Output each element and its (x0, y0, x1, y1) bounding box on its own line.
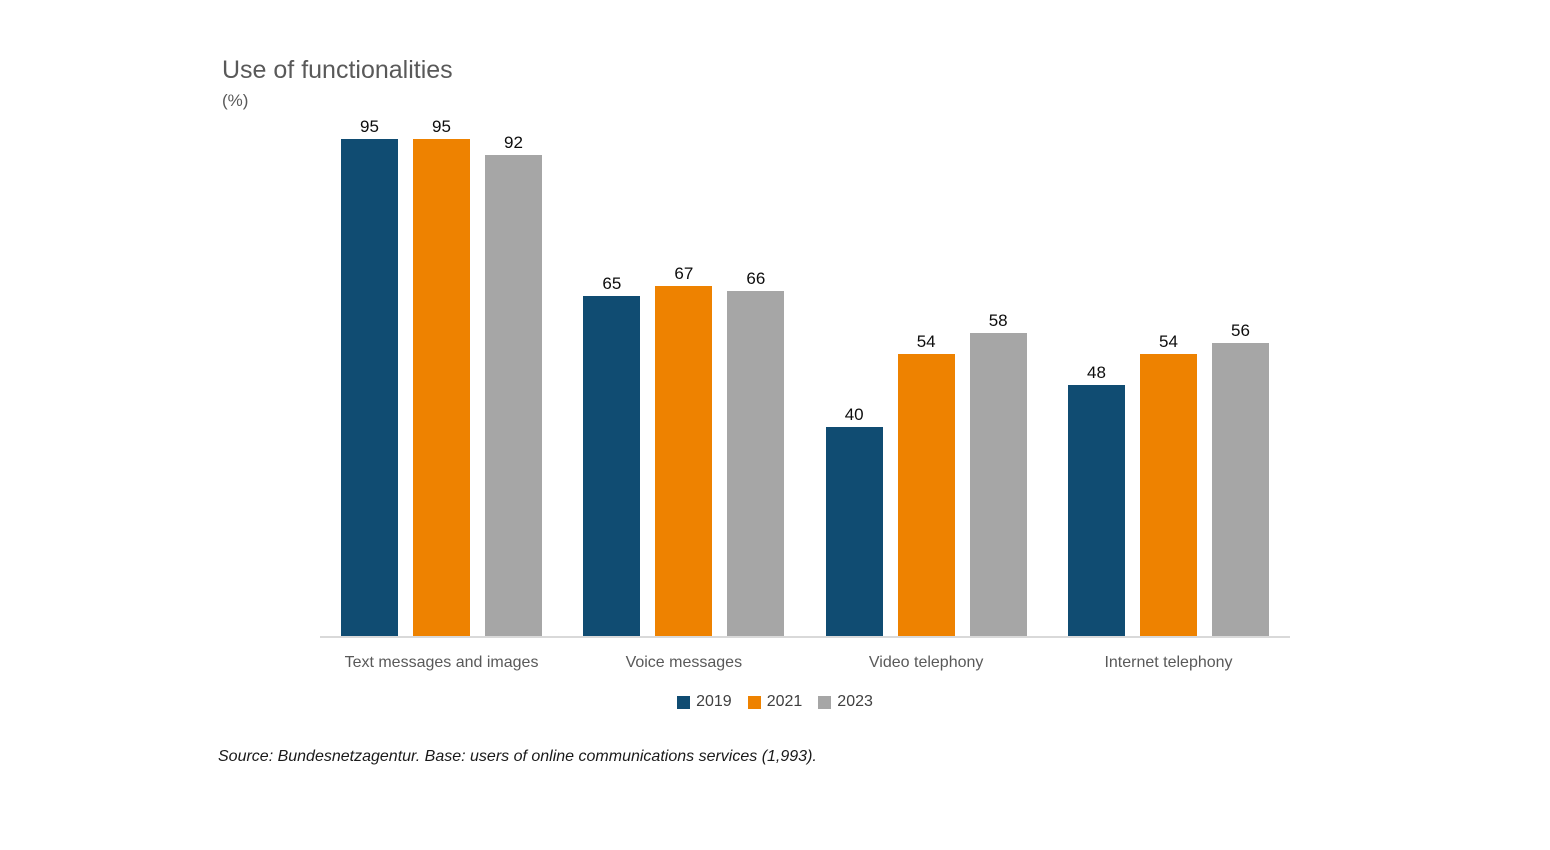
bar-chart-plot-area: 95 95 92 65 67 66 40 54 58 48 54 56 (320, 115, 1290, 638)
bar-cell: 67 (655, 263, 713, 636)
x-axis-label: Voice messages (625, 654, 743, 671)
legend-item: 2019 (677, 694, 732, 710)
bar-value-label: 95 (432, 117, 451, 137)
bar-cell: 48 (1067, 362, 1125, 636)
bar-value-label: 58 (988, 310, 1008, 330)
bar-value-label: 48 (1087, 362, 1106, 382)
legend-swatch-icon (677, 695, 691, 709)
bar-value-label: 54 (916, 331, 936, 351)
bar-cell: 66 (727, 268, 785, 636)
bar-value-label: 65 (602, 274, 622, 294)
bar-cell: 92 (485, 134, 542, 636)
bar (1139, 353, 1197, 636)
bar-group: 48 54 56 (1067, 321, 1269, 636)
x-axis-label: Internet telephony (1104, 654, 1233, 671)
bar (1211, 343, 1269, 636)
bar (727, 290, 785, 636)
legend-label: 2023 (837, 693, 873, 710)
bar (1067, 384, 1125, 636)
bar-group: 65 67 66 (583, 263, 785, 636)
bar (969, 332, 1027, 636)
bar-group: 40 54 58 (825, 310, 1027, 636)
bar-value-label: 67 (674, 263, 694, 283)
bar (825, 426, 883, 636)
legend-item: 2021 (747, 693, 803, 710)
bar-value-label: 40 (844, 404, 864, 424)
legend-swatch-icon (747, 695, 761, 709)
source-note: Source: Bundesnetzagentur. Base: users o… (218, 748, 817, 765)
bar (655, 285, 713, 636)
chart-legend: 2019 2021 2023 (320, 694, 1230, 710)
chart-subtitle-percent: (%) (222, 91, 249, 110)
bar-value-label: 56 (1231, 321, 1250, 341)
bar-cell: 54 (897, 331, 955, 636)
bar (341, 139, 398, 636)
bar-cell: 58 (969, 310, 1027, 636)
chart-title: Use of functionalities (222, 56, 453, 84)
bar-value-label: 66 (746, 268, 766, 288)
bar-cell: 54 (1139, 331, 1197, 636)
legend-swatch-icon (818, 695, 832, 709)
bar (897, 353, 955, 636)
x-axis-label: Video telephony (868, 654, 984, 671)
legend-label: 2021 (766, 693, 803, 710)
bar (413, 139, 470, 636)
x-axis-labels: Text messages and images Voice messages Vi… (320, 654, 1290, 672)
bar-cell: 65 (583, 274, 641, 636)
bar-cell: 95 (341, 118, 398, 636)
bar (485, 154, 542, 636)
bar (583, 296, 641, 636)
legend-item: 2023 (818, 694, 873, 710)
bar-cell: 40 (825, 404, 883, 636)
bar-cell: 56 (1211, 321, 1269, 636)
bar-value-label: 92 (504, 132, 523, 152)
bar-group: 95 95 92 (341, 118, 542, 636)
bar-value-label: 95 (360, 117, 379, 137)
x-axis-label: Text messages and images (344, 654, 539, 671)
legend-label: 2019 (696, 693, 732, 710)
bar-cell: 95 (413, 118, 470, 636)
bar-value-label: 54 (1159, 331, 1178, 351)
